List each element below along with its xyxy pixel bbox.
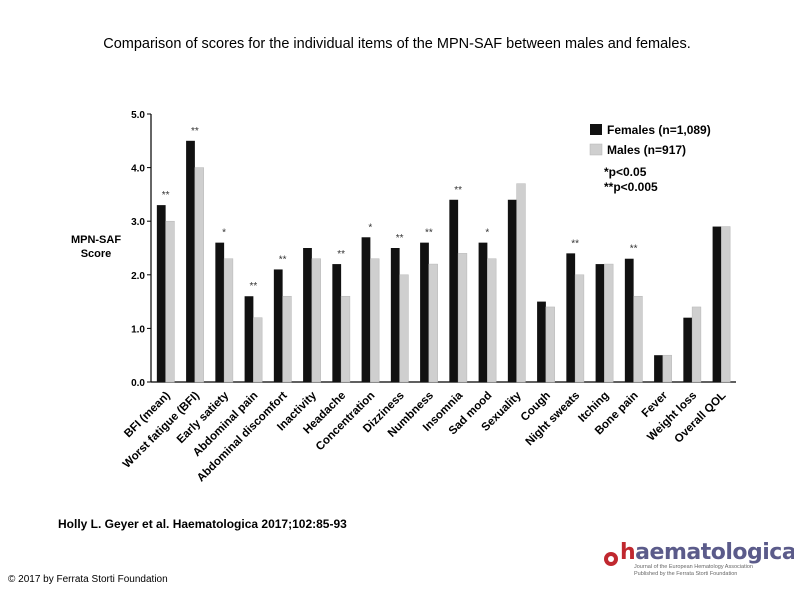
bar-females (595, 264, 605, 382)
bar-females (332, 264, 342, 382)
y-tick-label: 2.0 (131, 271, 145, 282)
significance-marker: ** (249, 281, 257, 292)
y-axis-label: MPN-SAF (71, 234, 121, 246)
y-tick-label: 4.0 (131, 164, 145, 175)
citation: Holly L. Geyer et al. Haematologica 2017… (58, 517, 347, 531)
bar-males (253, 317, 263, 383)
legend-swatch-males (589, 143, 603, 156)
logo-subtitle: Journal of the European Hematology Assoc… (634, 564, 753, 577)
bar-males (428, 263, 438, 383)
bar-females (566, 253, 576, 382)
bar-males (721, 226, 731, 383)
bar-females (654, 355, 663, 382)
legend-note-p05: *p<0.05 (604, 165, 647, 179)
significance-marker: ** (162, 190, 170, 201)
bar-females (244, 296, 254, 382)
logo-wordmark: haematologica (620, 540, 794, 565)
figure-title: Comparison of scores for the individual … (103, 36, 691, 52)
bar-females (624, 258, 634, 382)
bar-males (487, 258, 497, 383)
bar-females (390, 248, 400, 382)
bar-males (194, 167, 204, 383)
logo-mark-icon (604, 552, 618, 566)
bar-males (311, 258, 321, 383)
y-tick-label: 3.0 (131, 217, 145, 228)
x-tick-label: Night sweats (524, 390, 583, 449)
significance-marker: ** (337, 249, 345, 260)
bar-females (186, 140, 195, 382)
bar-females (303, 248, 312, 382)
bar-males (340, 295, 351, 383)
y-axis-label: Score (81, 248, 112, 260)
legend-label-females: Females (n=1,089) (607, 123, 711, 137)
bar-males (545, 306, 555, 383)
bar-males (282, 295, 292, 383)
bar-females (156, 205, 166, 382)
significance-marker: * (485, 228, 489, 239)
bar-females (273, 269, 283, 382)
bar-males (399, 274, 409, 383)
significance-marker: ** (425, 228, 433, 239)
bar-females (215, 242, 225, 382)
bar-males (516, 183, 526, 383)
significance-marker: ** (630, 244, 638, 255)
bar-females (537, 301, 546, 382)
copyright: © 2017 by Ferrata Storti Foundation (8, 574, 168, 585)
bar-males (604, 263, 614, 383)
significance-marker: ** (191, 126, 199, 137)
bar-females (449, 199, 459, 382)
significance-marker: * (222, 228, 226, 239)
bar-males (223, 258, 234, 383)
bar-females (478, 242, 488, 382)
bar-males (574, 274, 585, 383)
bar-males (165, 220, 175, 383)
bar-males (662, 354, 672, 383)
significance-marker: * (368, 222, 372, 233)
bar-females (361, 237, 371, 382)
bar-males (370, 258, 380, 383)
x-tick-label: Overall QOL (673, 390, 729, 446)
bar-females (683, 317, 693, 382)
y-tick-label: 1.0 (131, 324, 145, 335)
legend-swatch-females (590, 124, 602, 135)
significance-marker: ** (396, 233, 404, 244)
legend-label-males: Males (n=917) (607, 143, 686, 157)
bar-males (457, 253, 468, 383)
bar-females (420, 242, 429, 382)
bar-females (712, 226, 722, 382)
significance-marker: ** (454, 185, 462, 196)
legend-note-p005: **p<0.005 (604, 180, 658, 194)
bar-females (507, 199, 517, 382)
haematologica-logo: haematologica Journal of the European He… (602, 540, 794, 578)
bar-males (633, 295, 643, 383)
significance-marker: ** (279, 254, 287, 265)
bar-males (691, 306, 702, 383)
y-tick-label: 0.0 (131, 378, 145, 389)
significance-marker: ** (571, 238, 579, 249)
y-tick-label: 5.0 (131, 110, 145, 121)
